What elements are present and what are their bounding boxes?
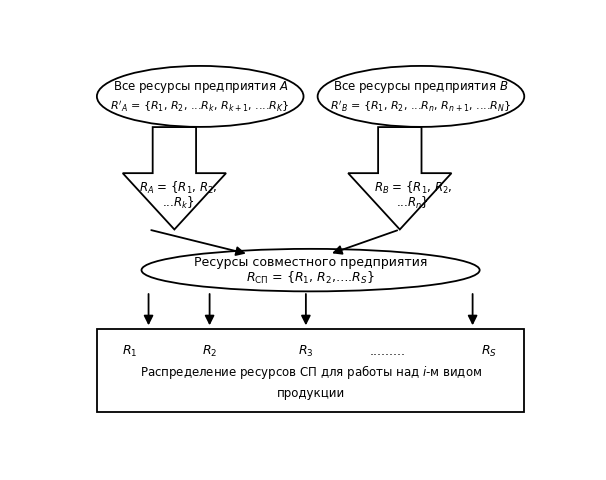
Text: продукции: продукции (276, 387, 345, 400)
Ellipse shape (142, 249, 480, 291)
Text: $R_S$: $R_S$ (481, 344, 497, 359)
Text: $R_3$: $R_3$ (298, 344, 314, 359)
Text: $R_1$: $R_1$ (122, 344, 138, 359)
Text: $R'_A$ = {$R_1$, $R_2$, ...$R_k$, $R_{k+1}$, ....$R_K$}: $R'_A$ = {$R_1$, $R_2$, ...$R_k$, $R_{k+… (110, 99, 290, 114)
Text: $R_B$ = {$R_1$, $R_2$,: $R_B$ = {$R_1$, $R_2$, (374, 180, 452, 196)
Text: $R_2$: $R_2$ (202, 344, 217, 359)
Text: $R_{\text{СП}}$ = {$R_1$, $R_2$,….$R_S$}: $R_{\text{СП}}$ = {$R_1$, $R_2$,….$R_S$} (246, 270, 375, 286)
Text: Ресурсы совместного предприятия: Ресурсы совместного предприятия (194, 256, 427, 269)
Ellipse shape (97, 66, 304, 127)
Text: ...$R_k$}: ...$R_k$} (162, 195, 195, 211)
Polygon shape (122, 127, 226, 229)
Polygon shape (348, 127, 451, 229)
Text: $R_A$ = {$R_1$, $R_2$,: $R_A$ = {$R_1$, $R_2$, (139, 180, 218, 196)
Text: Распределение ресурсов СП для работы над $i$-м видом: Распределение ресурсов СП для работы над… (139, 363, 482, 382)
Ellipse shape (318, 66, 524, 127)
Text: Все ресурсы предприятия $B$: Все ресурсы предприятия $B$ (333, 79, 508, 95)
Text: Все ресурсы предприятия $A$: Все ресурсы предприятия $A$ (113, 79, 288, 95)
Bar (97, 329, 524, 412)
Text: ...$R_n$}: ...$R_n$} (396, 195, 430, 211)
Text: $R'_B$ = {$R_1$, $R_2$, ...$R_n$, $R_{n+1}$, ....$R_N$}: $R'_B$ = {$R_1$, $R_2$, ...$R_n$, $R_{n+… (330, 99, 511, 114)
Text: .........: ......... (370, 345, 406, 358)
